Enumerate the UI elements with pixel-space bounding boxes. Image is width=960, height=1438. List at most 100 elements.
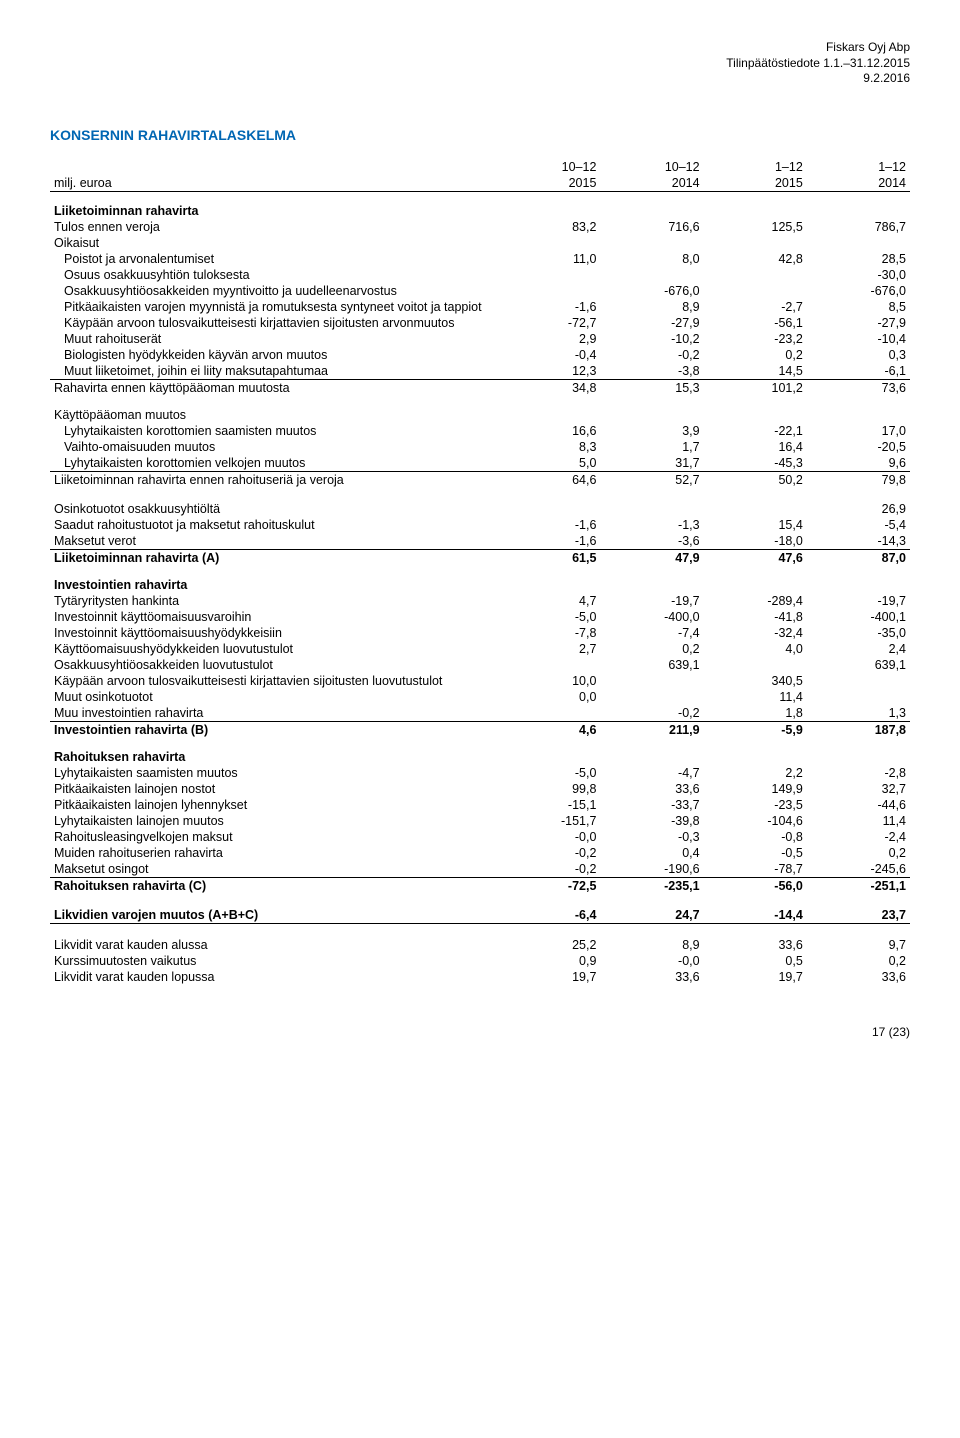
row-label: Investointien rahavirta (B) bbox=[50, 721, 497, 738]
row-label: Tytäryritysten hankinta bbox=[50, 593, 497, 609]
row-label: Rahavirta ennen käyttöpääoman muutosta bbox=[50, 379, 497, 396]
row-value: -676,0 bbox=[807, 283, 910, 299]
row-value: 786,7 bbox=[807, 219, 910, 235]
unit-label: milj. euroa bbox=[50, 175, 497, 192]
table-row: Osakkuusyhtiöosakkeiden luovutustulot 639… bbox=[50, 657, 910, 673]
row-label: Osakkuusyhtiöosakkeiden luovutustulot bbox=[50, 657, 497, 673]
row-label: Likvidien varojen muutos (A+B+C) bbox=[50, 907, 497, 924]
row-value: 149,9 bbox=[704, 781, 807, 797]
table-row: Muiden rahoituserien rahavirta-0,20,4-0,… bbox=[50, 845, 910, 861]
row-value: 42,8 bbox=[704, 251, 807, 267]
row-value: -32,4 bbox=[704, 625, 807, 641]
row-value: -2,8 bbox=[807, 765, 910, 781]
table-row: Osinkotuotot osakkuusyhtiöltä26,9 bbox=[50, 501, 910, 517]
row-value: 16,4 bbox=[704, 439, 807, 455]
row-value: -72,7 bbox=[497, 315, 600, 331]
unit-row: milj. euroa 2015 2014 2015 2014 bbox=[50, 175, 910, 192]
row-value: -1,3 bbox=[600, 517, 703, 533]
row-value bbox=[497, 657, 600, 673]
row-value: -2,7 bbox=[704, 299, 807, 315]
row-value: -5,0 bbox=[497, 609, 600, 625]
row-value: 17,0 bbox=[807, 423, 910, 439]
row-value: 8,3 bbox=[497, 439, 600, 455]
row-value: 11,4 bbox=[807, 813, 910, 829]
section-heading: Liiketoiminnan rahavirta bbox=[50, 191, 910, 219]
row-value: -0,2 bbox=[600, 347, 703, 363]
row-value: -56,0 bbox=[704, 877, 807, 894]
table-row: Osuus osakkuusyhtiön tuloksesta-30,0 bbox=[50, 267, 910, 283]
row-value: -6,1 bbox=[807, 363, 910, 380]
row-value: -22,1 bbox=[704, 423, 807, 439]
row-value: -19,7 bbox=[807, 593, 910, 609]
row-label: Käypään arvoon tulosvaikutteisesti kirja… bbox=[50, 673, 497, 689]
row-label: Saadut rahoitustuotot ja maksetut rahoit… bbox=[50, 517, 497, 533]
row-value: 73,6 bbox=[807, 379, 910, 396]
row-value: 125,5 bbox=[704, 219, 807, 235]
table-row: Muut osinkotuotot0,011,4 bbox=[50, 689, 910, 705]
row-value: -0,5 bbox=[704, 845, 807, 861]
row-value: -0,2 bbox=[600, 705, 703, 722]
row-value: 8,9 bbox=[600, 299, 703, 315]
row-value bbox=[497, 501, 600, 517]
table-row: Likvidit varat kauden alussa25,28,933,69… bbox=[50, 937, 910, 953]
year-col2: 2014 bbox=[600, 175, 703, 192]
row-value bbox=[497, 283, 600, 299]
row-label: Lyhytaikaisten korottomien saamisten muu… bbox=[50, 423, 497, 439]
row-value: 19,7 bbox=[497, 969, 600, 985]
row-value: -104,6 bbox=[704, 813, 807, 829]
row-label: Poistot ja arvonalentumiset bbox=[50, 251, 497, 267]
row-value: 61,5 bbox=[497, 549, 600, 566]
row-value: 0,3 bbox=[807, 347, 910, 363]
row-value: 4,7 bbox=[497, 593, 600, 609]
row-value: 23,7 bbox=[807, 907, 910, 924]
row-value: -4,7 bbox=[600, 765, 703, 781]
table-row: Oikaisut bbox=[50, 235, 910, 251]
row-value: 19,7 bbox=[704, 969, 807, 985]
year-col1: 2015 bbox=[497, 175, 600, 192]
table-row: Likvidien varojen muutos (A+B+C)-6,424,7… bbox=[50, 907, 910, 924]
table-row: Pitkäaikaisten lainojen lyhennykset-15,1… bbox=[50, 797, 910, 813]
table-row: Osakkuusyhtiöosakkeiden myyntivoitto ja … bbox=[50, 283, 910, 299]
row-value: -0,3 bbox=[600, 829, 703, 845]
row-label: Liiketoiminnan rahavirta ennen rahoituse… bbox=[50, 471, 497, 488]
row-value: -10,2 bbox=[600, 331, 703, 347]
row-value: -7,4 bbox=[600, 625, 703, 641]
row-value: -1,6 bbox=[497, 533, 600, 550]
row-value: -39,8 bbox=[600, 813, 703, 829]
row-value: 15,4 bbox=[704, 517, 807, 533]
period-col3: 1–12 bbox=[704, 159, 807, 175]
row-label: Liiketoiminnan rahavirta (A) bbox=[50, 549, 497, 566]
row-value: 33,6 bbox=[807, 969, 910, 985]
row-value: -5,9 bbox=[704, 721, 807, 738]
row-value: -15,1 bbox=[497, 797, 600, 813]
table-row: Rahoituksen rahavirta (C)-72,5-235,1-56,… bbox=[50, 877, 910, 894]
period-col1: 10–12 bbox=[497, 159, 600, 175]
row-value: 8,0 bbox=[600, 251, 703, 267]
row-value: 12,3 bbox=[497, 363, 600, 380]
row-value: 0,2 bbox=[704, 347, 807, 363]
row-value: 52,7 bbox=[600, 471, 703, 488]
row-value: -23,2 bbox=[704, 331, 807, 347]
row-label: Muiden rahoituserien rahavirta bbox=[50, 845, 497, 861]
row-label: Oikaisut bbox=[50, 235, 497, 251]
row-value: 2,9 bbox=[497, 331, 600, 347]
row-label: Biologisten hyödykkeiden käyvän arvon mu… bbox=[50, 347, 497, 363]
row-value: -6,4 bbox=[497, 907, 600, 924]
row-value: 83,2 bbox=[497, 219, 600, 235]
row-value: 0,5 bbox=[704, 953, 807, 969]
row-value: 87,0 bbox=[807, 549, 910, 566]
row-value: -5,0 bbox=[497, 765, 600, 781]
row-value: -45,3 bbox=[704, 455, 807, 472]
table-row: Investoinnit käyttöomaisuusvaroihin-5,0-… bbox=[50, 609, 910, 625]
row-value: 716,6 bbox=[600, 219, 703, 235]
section-heading: Käyttöpääoman muutos bbox=[50, 396, 910, 423]
year-col3: 2015 bbox=[704, 175, 807, 192]
row-value: 639,1 bbox=[600, 657, 703, 673]
row-label: Likvidit varat kauden lopussa bbox=[50, 969, 497, 985]
row-value bbox=[704, 283, 807, 299]
row-value bbox=[600, 235, 703, 251]
row-value bbox=[704, 657, 807, 673]
table-row: Liiketoiminnan rahavirta (A)61,547,947,6… bbox=[50, 549, 910, 566]
row-value: 1,3 bbox=[807, 705, 910, 722]
row-value bbox=[807, 235, 910, 251]
